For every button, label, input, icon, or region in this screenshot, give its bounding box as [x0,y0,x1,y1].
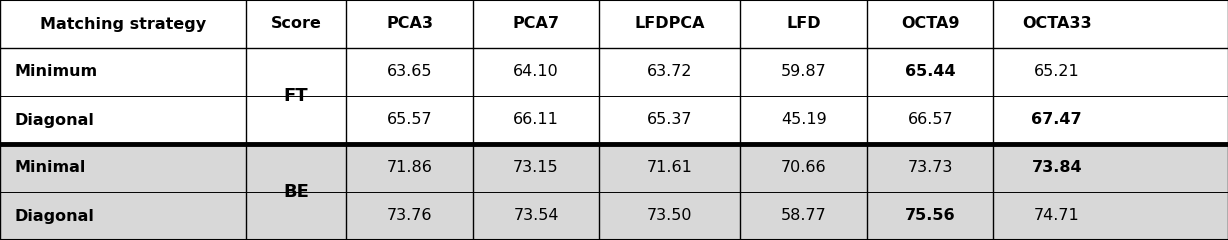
Text: FT: FT [284,87,308,105]
Text: 73.84: 73.84 [1032,161,1082,175]
Text: 45.19: 45.19 [781,113,826,127]
Bar [0,48,1228,96]
Text: 73.73: 73.73 [907,161,953,175]
Text: LFD: LFD [786,17,822,31]
Text: 75.56: 75.56 [905,209,955,223]
Bar [0,144,1228,192]
Text: Diagonal: Diagonal [15,209,95,223]
Text: Matching strategy: Matching strategy [39,17,206,31]
Text: OCTA9: OCTA9 [901,17,959,31]
Text: 66.57: 66.57 [907,113,953,127]
Text: PCA7: PCA7 [512,17,560,31]
Text: BE: BE [282,183,309,201]
Text: 65.57: 65.57 [387,113,432,127]
Text: LFDPCA: LFDPCA [635,17,705,31]
Text: Diagonal: Diagonal [15,113,95,127]
Text: 73.50: 73.50 [647,209,693,223]
Text: 74.71: 74.71 [1034,209,1079,223]
Text: 64.10: 64.10 [513,65,559,79]
Bar [0,0,1228,48]
Text: 65.37: 65.37 [647,113,693,127]
Text: 71.86: 71.86 [387,161,432,175]
Text: Minimum: Minimum [15,65,98,79]
Text: 58.77: 58.77 [781,209,826,223]
Text: 65.21: 65.21 [1034,65,1079,79]
Text: 70.66: 70.66 [781,161,826,175]
Text: Score: Score [270,17,322,31]
Text: OCTA33: OCTA33 [1022,17,1092,31]
Text: PCA3: PCA3 [386,17,433,31]
Text: 59.87: 59.87 [781,65,826,79]
Text: 63.72: 63.72 [647,65,693,79]
Text: Minimal: Minimal [15,161,86,175]
Text: 73.54: 73.54 [513,209,559,223]
Text: 73.76: 73.76 [387,209,432,223]
Text: 71.61: 71.61 [647,161,693,175]
Bar [0,96,1228,144]
Text: 65.44: 65.44 [905,65,955,79]
Text: 67.47: 67.47 [1032,113,1082,127]
Text: 73.15: 73.15 [513,161,559,175]
Bar [0,192,1228,240]
Text: 63.65: 63.65 [387,65,432,79]
Text: 66.11: 66.11 [513,113,559,127]
